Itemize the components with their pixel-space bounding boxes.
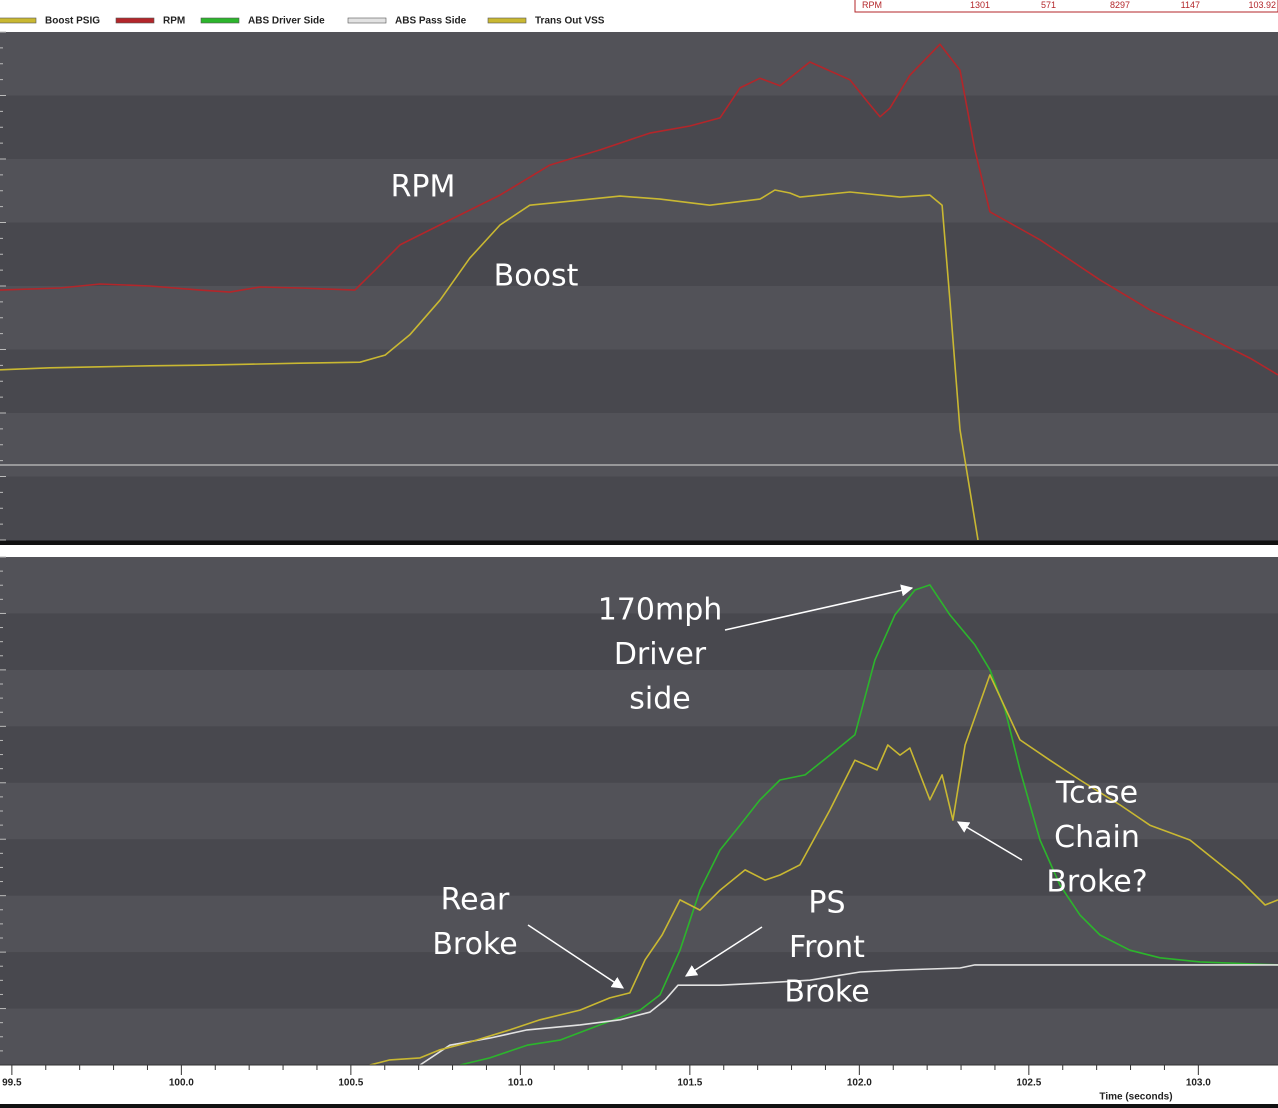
annotation: Tcase <box>1055 776 1138 811</box>
x-tick-label: 102.0 <box>847 1078 872 1089</box>
plot-band <box>0 557 1278 614</box>
annotation: Chain <box>1054 820 1140 855</box>
plot-band <box>0 782 1278 840</box>
readout-value: 8297 <box>1110 0 1130 10</box>
x-tick-label: 103.0 <box>1186 1078 1211 1089</box>
readout-value: 571 <box>1041 0 1056 10</box>
annotation-arrow <box>724 584 914 631</box>
x-tick-label: 101.0 <box>508 1078 533 1089</box>
plot-band <box>0 476 1278 541</box>
plot-band <box>0 895 1278 953</box>
legend-swatch <box>115 17 155 24</box>
x-tick-label: 100.0 <box>169 1078 194 1089</box>
annotation: Broke <box>432 927 517 962</box>
plot-band <box>0 159 1278 223</box>
plot-band <box>0 1008 1278 1066</box>
readout-value: 1301 <box>970 0 990 10</box>
readout-box <box>854 0 1278 13</box>
plot-band <box>0 613 1278 671</box>
plot-band <box>0 349 1278 414</box>
annotation: PS <box>808 886 845 921</box>
plot-band <box>0 95 1278 160</box>
legend-swatch <box>347 17 387 24</box>
annotation: side <box>629 682 690 717</box>
plot-band <box>0 413 1278 477</box>
legend-swatch <box>487 17 527 24</box>
plot-band <box>0 222 1278 287</box>
series-group <box>0 43 1278 540</box>
annotation: 170mph <box>598 593 723 628</box>
x-axis-label: Time (seconds) <box>1099 1092 1172 1103</box>
annotation: RPM <box>391 170 456 205</box>
annotation: Broke? <box>1046 865 1147 900</box>
annotation-arrow <box>684 926 763 977</box>
series-line <box>459 584 1278 1065</box>
series-line <box>0 189 979 540</box>
readout-value: 1147 <box>1181 0 1200 10</box>
readout-value: 103.92 <box>1248 0 1276 10</box>
plot-band <box>0 839 1278 897</box>
legend-swatch <box>0 17 37 24</box>
panel-divider <box>0 540 1278 545</box>
plot-band <box>0 669 1278 727</box>
plot-band <box>0 32 1278 96</box>
readout-label: RPM <box>862 0 882 10</box>
legend-swatch <box>200 17 240 24</box>
series-line <box>369 674 1278 1065</box>
plot-band <box>0 952 1278 1010</box>
plot-band <box>0 726 1278 784</box>
plot-band <box>0 286 1278 350</box>
annotation-arrow <box>956 821 1023 861</box>
x-tick-label: 100.5 <box>338 1078 363 1089</box>
annotation: Front <box>789 930 865 965</box>
annotation: Broke <box>784 975 869 1010</box>
x-tick-label: 99.5 <box>2 1078 22 1089</box>
legend-label: ABS Pass Side <box>395 16 467 27</box>
annotation: Boost <box>494 259 579 294</box>
legend-label: Boost PSIG <box>45 16 100 27</box>
series-group <box>369 584 1278 1065</box>
series-line <box>0 43 1278 376</box>
x-tick-label: 101.5 <box>677 1078 702 1089</box>
series-line <box>419 964 1278 1065</box>
x-tick-label: 102.5 <box>1016 1078 1041 1089</box>
legend-label: ABS Driver Side <box>248 16 325 27</box>
bottom-border <box>0 1104 1278 1108</box>
annotation-arrow <box>527 924 625 989</box>
annotation: Driver <box>614 637 707 672</box>
legend-label: RPM <box>163 16 185 27</box>
legend-label: Trans Out VSS <box>535 16 605 27</box>
annotation: Rear <box>441 883 510 918</box>
